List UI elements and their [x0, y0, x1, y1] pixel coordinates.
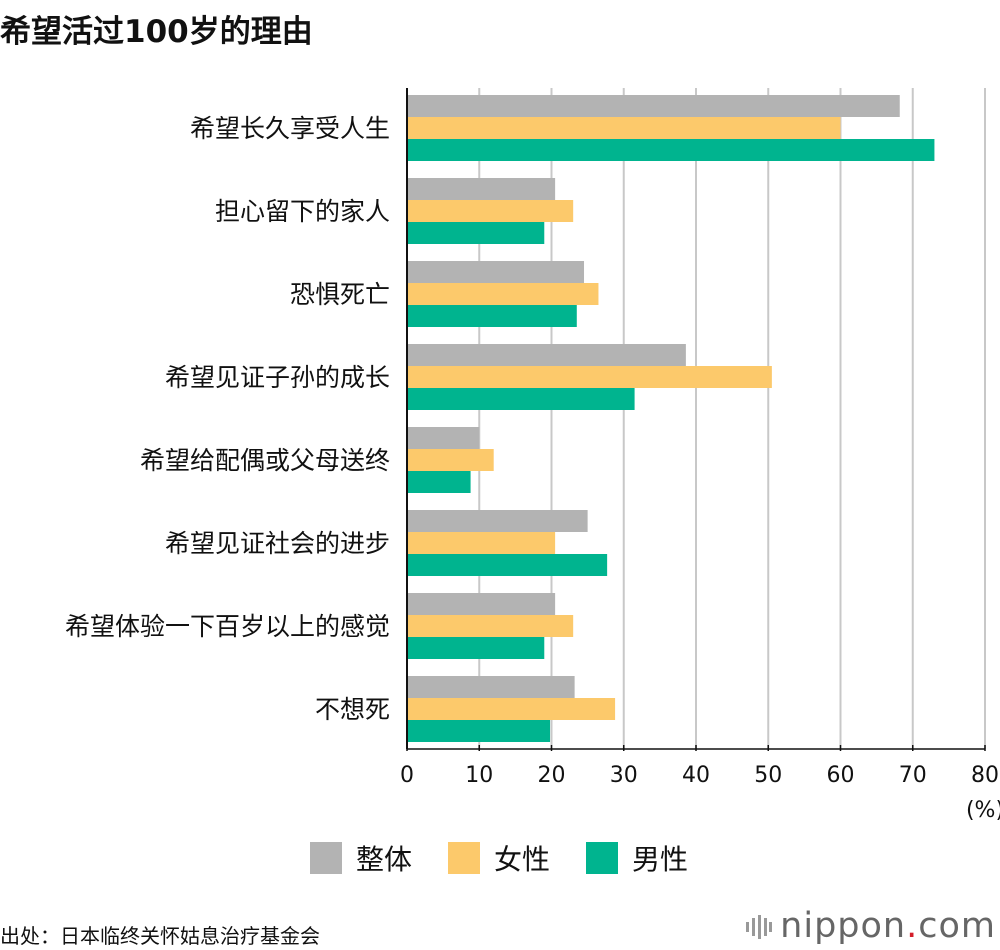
nippon-logo-icon	[746, 915, 773, 939]
bar-female	[407, 615, 574, 637]
nippon-logo[interactable]: nippon.com	[746, 904, 996, 948]
x-tick-label: 30	[610, 763, 638, 788]
bar-overall	[407, 178, 556, 200]
category-label: 担心留下的家人	[215, 197, 390, 226]
bar-female	[407, 117, 841, 139]
bar-male	[407, 388, 635, 410]
bar-overall	[407, 344, 686, 366]
bar-female	[407, 283, 599, 305]
bar-overall	[407, 261, 585, 283]
category-label: 不想死	[315, 695, 390, 724]
x-tick-label: 20	[538, 763, 566, 788]
bar-male	[407, 637, 545, 659]
legend-label-female: 女性	[494, 843, 551, 876]
x-tick-label: 40	[682, 763, 710, 788]
bar-female	[407, 698, 616, 720]
logo-text-tail: com	[918, 906, 996, 946]
legend-label-overall: 整体	[356, 843, 413, 876]
legend-swatch-overall	[310, 842, 342, 874]
bar-male	[407, 554, 608, 576]
bar-female	[407, 449, 494, 471]
chart-legend: 整体 女性 男性	[310, 838, 688, 878]
bar-overall	[407, 593, 556, 615]
legend-item-male: 男性	[586, 838, 688, 878]
legend-swatch-male	[586, 842, 619, 874]
bar-overall	[407, 95, 900, 117]
legend-item-overall: 整体	[310, 838, 412, 878]
x-tick-label: 70	[899, 763, 927, 788]
bar-overall	[407, 676, 575, 698]
x-tick-label: 60	[827, 763, 855, 788]
legend-item-female: 女性	[448, 838, 550, 878]
logo-text-main: nippon	[780, 906, 907, 946]
bar-chart: 0 10 20 30 40 50 60 70 80 (%) 希望长久享受人生担心留下的家人恐惧死亡希…	[65, 88, 1000, 823]
bar-male	[407, 222, 545, 244]
legend-label-male: 男性	[632, 843, 689, 876]
legend-swatch-female	[448, 842, 481, 874]
category-label: 恐惧死亡	[290, 280, 390, 309]
category-label: 希望见证社会的进步	[165, 529, 390, 558]
bar-overall	[407, 510, 588, 532]
bar-female	[407, 532, 556, 554]
category-label: 希望见证子孙的成长	[165, 363, 390, 392]
category-label: 希望长久享受人生	[190, 114, 390, 143]
nippon-logo-text: nippon.com	[780, 906, 996, 946]
chart-title: 希望活过100岁的理由	[0, 14, 313, 50]
bar-male	[407, 471, 471, 493]
source-note: 出处：日本临终关怀姑息治疗基金会	[0, 924, 320, 948]
bar-male	[407, 305, 577, 327]
bar-male	[407, 720, 551, 742]
x-tick-label: 0	[400, 763, 414, 788]
x-tick-label: 80	[971, 763, 999, 788]
category-label: 希望体验一下百岁以上的感觉	[65, 612, 390, 641]
x-tick-label: 10	[465, 763, 493, 788]
bar-female	[407, 366, 772, 388]
x-tick-label: 50	[754, 763, 782, 788]
bar-male	[407, 139, 935, 161]
bar-female	[407, 200, 574, 222]
category-label: 希望给配偶或父母送终	[140, 446, 390, 475]
bar-overall	[407, 427, 480, 449]
logo-text-dot: .	[906, 906, 919, 946]
x-unit-label: (%)	[966, 798, 1000, 823]
